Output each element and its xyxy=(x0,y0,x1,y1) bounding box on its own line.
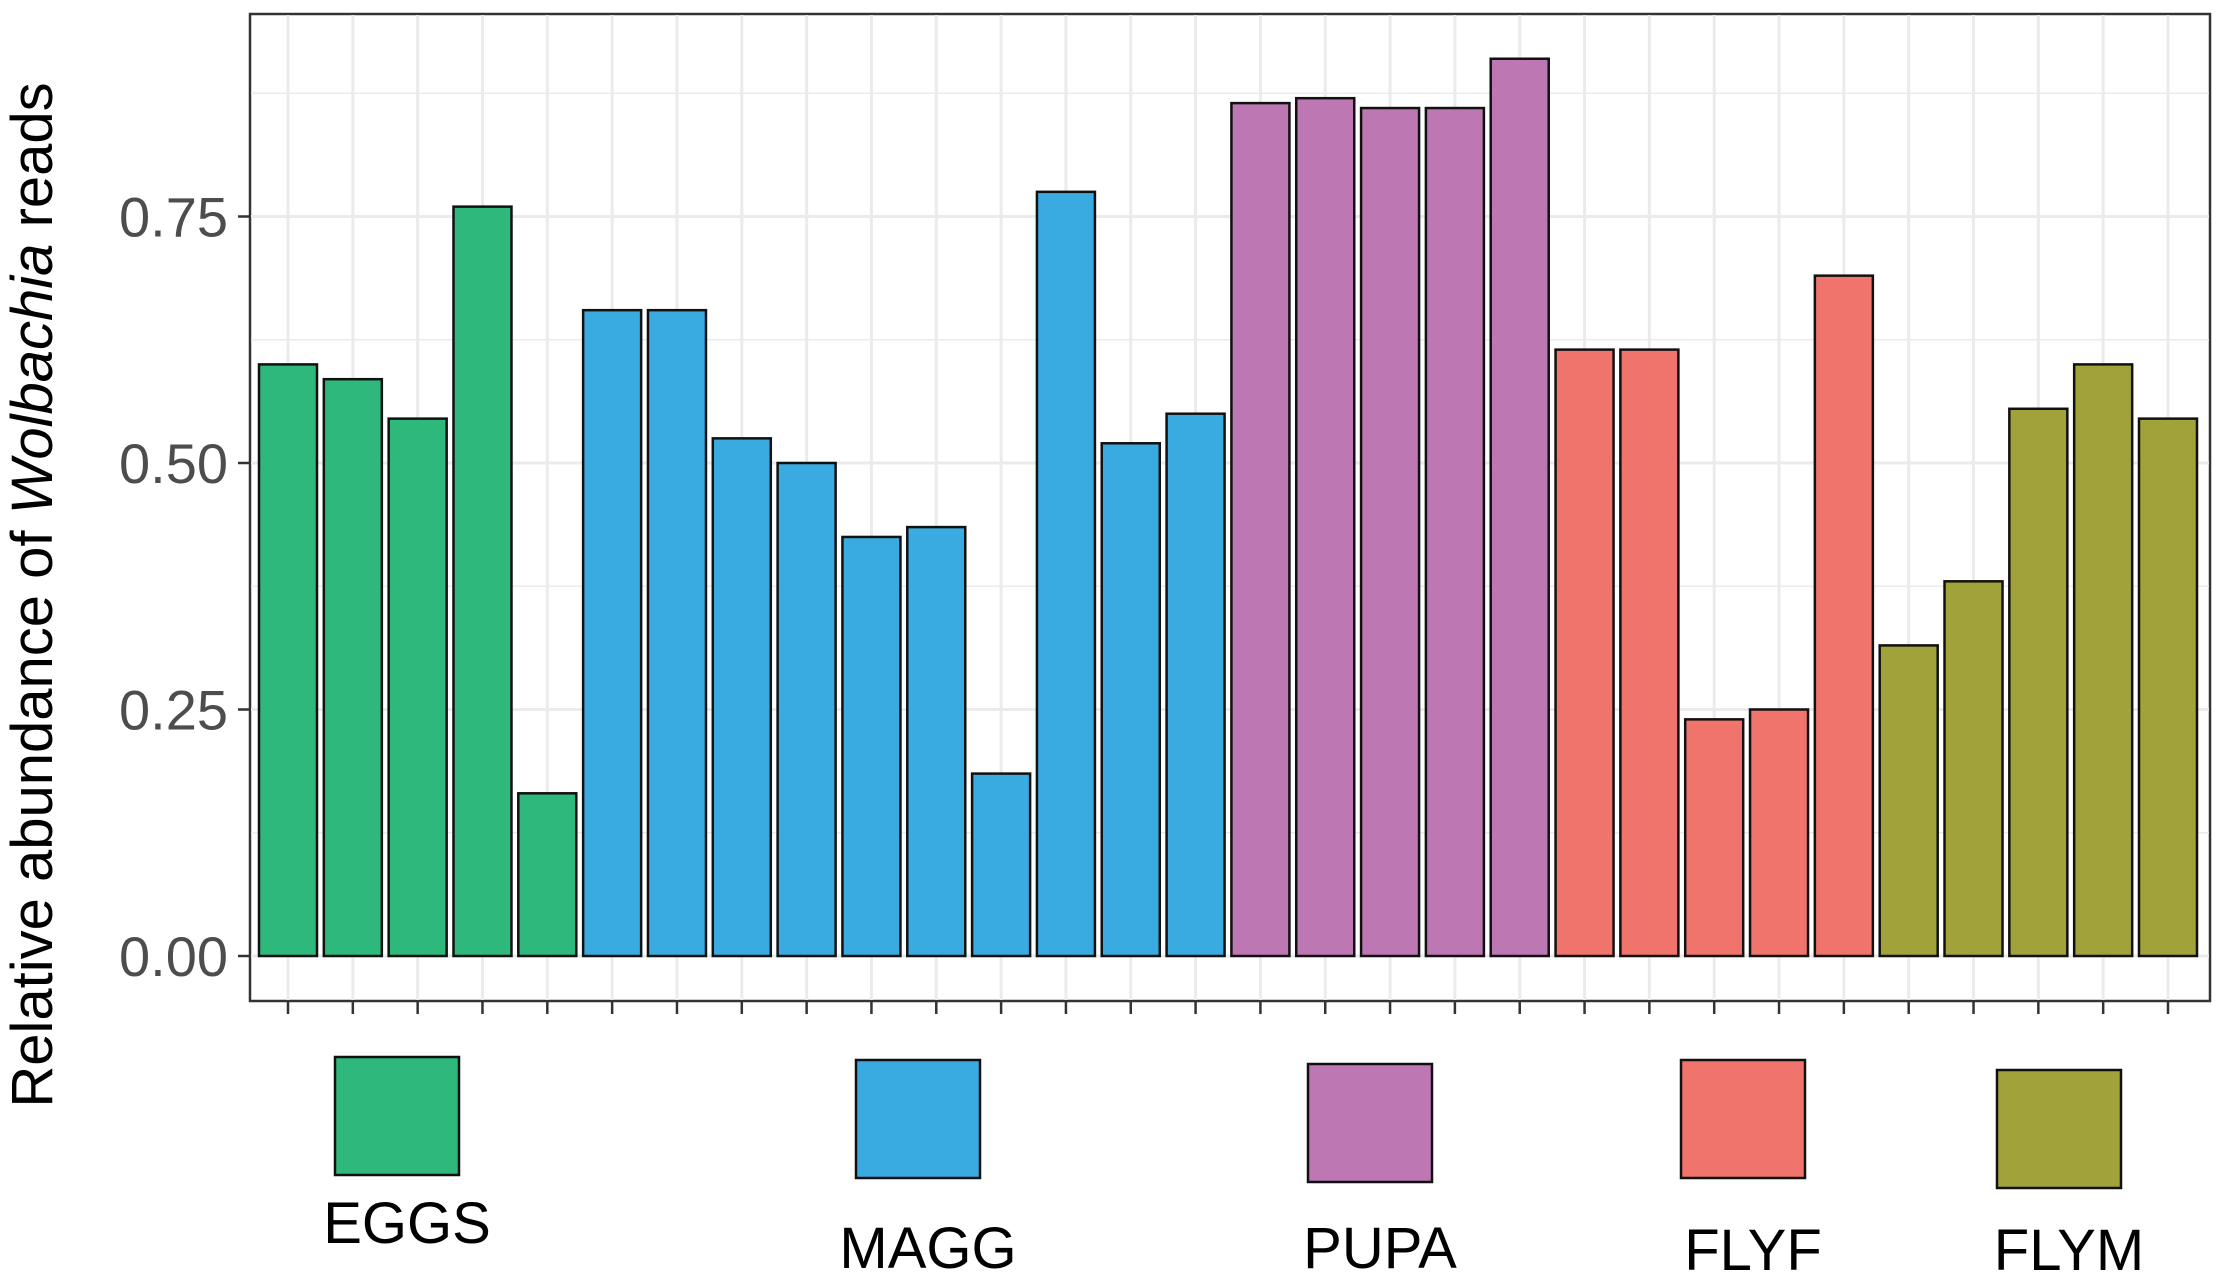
x-axis-ticks xyxy=(286,1002,2170,1014)
bar xyxy=(322,377,384,958)
bar xyxy=(1554,348,1615,958)
bar xyxy=(970,772,1032,958)
bar xyxy=(1035,190,1097,958)
bar xyxy=(2137,417,2199,958)
bar xyxy=(711,437,773,958)
y-title-part-3: reads xyxy=(0,82,65,243)
bar xyxy=(776,461,837,958)
y-tick-label: 0.25 xyxy=(119,679,228,742)
y-tick-label: 0.75 xyxy=(119,186,228,249)
bar xyxy=(1359,106,1421,958)
bar xyxy=(581,308,643,958)
legend-label: FLYM xyxy=(1994,1218,2144,1280)
bar xyxy=(1878,644,1939,958)
y-title-italic: Wolbachia xyxy=(0,244,65,515)
legend-key-flyf xyxy=(1679,1058,1807,1180)
bar xyxy=(1100,442,1162,958)
bar xyxy=(1489,57,1550,958)
bar xyxy=(646,308,708,958)
legend: EGGS MAGG PUPA FLYF FLYM xyxy=(323,1055,2144,1280)
bar xyxy=(1165,412,1226,958)
bar xyxy=(841,535,902,958)
legend-key-magg xyxy=(854,1058,982,1180)
legend-key-eggs xyxy=(333,1055,461,1177)
bar xyxy=(1294,96,1356,958)
bar xyxy=(452,205,513,958)
bar xyxy=(906,525,967,958)
bar xyxy=(1619,348,1680,958)
legend-label: FLYF xyxy=(1684,1218,1822,1280)
bar xyxy=(1813,274,1875,958)
bar xyxy=(517,792,578,958)
y-axis-title: Relative abundance of Wolbachia reads xyxy=(0,82,65,1107)
legend-key-flym xyxy=(1995,1068,2123,1190)
bars xyxy=(257,57,2199,958)
legend-label: MAGG xyxy=(839,1216,1016,1280)
y-tick-label: 0.50 xyxy=(119,432,228,495)
bar xyxy=(1683,718,1745,958)
legend-label: EGGS xyxy=(323,1191,491,1256)
bar xyxy=(257,363,319,958)
bar xyxy=(1943,580,2004,958)
bar xyxy=(2072,363,2134,958)
bar xyxy=(2008,407,2069,958)
bar xyxy=(1748,708,1810,958)
legend-key-pupa xyxy=(1306,1062,1434,1184)
legend-label: PUPA xyxy=(1303,1216,1457,1280)
bar xyxy=(1230,101,1291,958)
bar xyxy=(1424,106,1486,958)
y-title-part-1: Relative abundance of xyxy=(0,514,65,1107)
y-tick-label: 0.00 xyxy=(119,925,228,988)
bar xyxy=(387,417,448,958)
y-axis: 0.00 0.25 0.50 0.75 xyxy=(119,186,250,988)
